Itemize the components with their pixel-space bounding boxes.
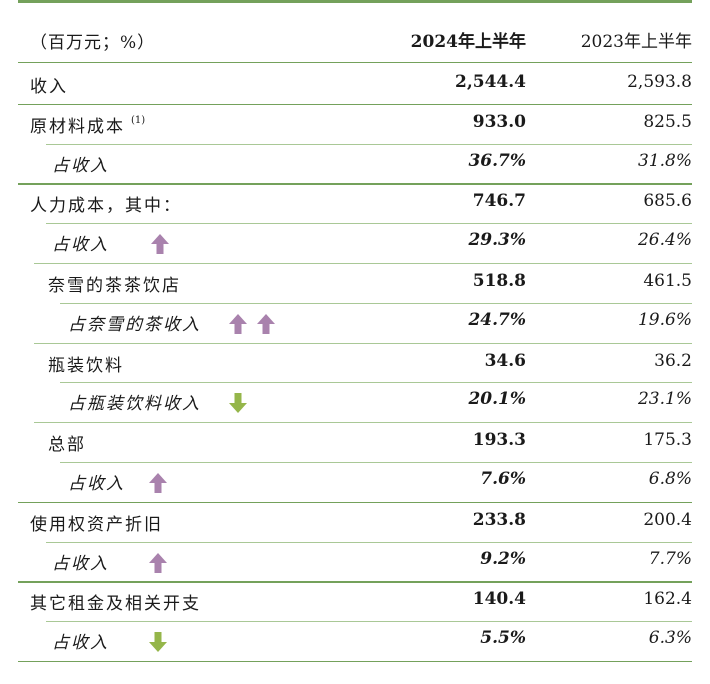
row-label: 占收入 <box>52 155 109 176</box>
row-label: 瓶装饮料 <box>48 355 124 376</box>
arrow-up-icon <box>229 313 247 334</box>
row-rou-depreciation: 使用权资产折旧 233.8 200.4 <box>18 502 692 542</box>
row-bottled-pct: 占瓶装饮料收入 20.1% 23.1% <box>18 382 692 422</box>
row-naixue-pct: 占奈雪的茶收入 24.7% 19.6% <box>18 303 692 343</box>
row-rou-pct: 占收入 9.2% 7.7% <box>18 542 692 582</box>
row-rule <box>18 103 692 106</box>
row-label: 人力成本，其中： <box>30 196 182 217</box>
value-2023: 6.8% <box>648 469 692 489</box>
row-headquarters-pct: 占收入 7.6% 6.8% <box>18 462 692 502</box>
row-rule <box>18 183 692 185</box>
value-2024: 36.7% <box>468 150 526 171</box>
row-label: 占收入 <box>52 235 109 256</box>
value-2023: 175.3 <box>643 430 692 451</box>
row-label: 使用权资产折旧 <box>30 514 163 535</box>
row-rule <box>60 462 692 464</box>
value-2024: 34.6 <box>484 350 526 371</box>
value-2023: 162.4 <box>643 589 692 610</box>
row-bottled-drinks: 瓶装饮料 34.6 36.2 <box>18 343 692 383</box>
value-2023: 36.2 <box>654 350 692 371</box>
unit-label: （百万元；%） <box>30 33 156 53</box>
value-2023: 31.8% <box>637 150 692 171</box>
value-2024: 7.6% <box>480 469 526 489</box>
value-2023: 2,593.8 <box>627 72 692 92</box>
value-2024: 233.8 <box>472 509 526 530</box>
value-2024: 9.2% <box>480 548 526 569</box>
value-2024: 933.0 <box>472 111 526 132</box>
arrow-up-icon <box>257 313 275 334</box>
row-rule <box>18 501 692 504</box>
trend-arrows <box>148 631 168 653</box>
row-label: 占收入 <box>68 474 125 494</box>
row-labor-pct: 占收入 29.3% 26.4% <box>18 223 692 263</box>
row-label: 总部 <box>48 435 86 456</box>
col-2024-h1-header: 2024年上半年 <box>410 32 526 52</box>
row-headquarters: 总部 193.3 175.3 <box>18 422 692 462</box>
trend-arrows <box>150 233 170 255</box>
value-2023: 23.1% <box>637 389 692 410</box>
cost-table: （百万元；%） 2024年上半年 2023年上半年 收入 2,544.4 2,5… <box>18 0 692 663</box>
row-rule <box>46 223 692 225</box>
arrow-down-icon <box>229 393 247 414</box>
value-2024: 29.3% <box>468 230 526 251</box>
trend-arrows <box>228 313 276 335</box>
row-rule <box>18 581 692 583</box>
value-2024: 24.7% <box>468 309 526 330</box>
table-header: （百万元；%） 2024年上半年 2023年上半年 <box>18 0 692 64</box>
value-2023: 19.6% <box>637 309 692 330</box>
value-2024: 5.5% <box>480 628 526 649</box>
table-top-rule <box>18 0 692 3</box>
row-rule <box>46 541 692 543</box>
row-label: 占收入 <box>52 553 109 574</box>
row-other-rent-pct: 占收入 5.5% 6.3% <box>18 621 692 661</box>
row-label: 占收入 <box>52 633 109 654</box>
row-rule <box>46 143 692 145</box>
row-raw-material-cost: 原材料成本 (1) 933.0 825.5 <box>18 104 692 144</box>
row-label: 原材料成本 (1) <box>30 115 146 137</box>
row-rule <box>34 342 692 344</box>
row-label: 收入 <box>30 77 68 97</box>
arrow-up-icon <box>151 234 169 255</box>
trend-arrows <box>228 392 248 414</box>
value-2023: 6.3% <box>648 628 692 649</box>
trend-arrows <box>148 552 168 574</box>
footnote-marker: (1) <box>131 115 146 127</box>
row-rule <box>46 621 692 623</box>
value-2024: 20.1% <box>468 389 526 410</box>
row-raw-material-pct: 占收入 36.7% 31.8% <box>18 144 692 184</box>
row-label: 占奈雪的茶收入 <box>68 314 201 335</box>
arrow-up-icon <box>149 473 167 493</box>
value-2024: 518.8 <box>472 271 526 291</box>
value-2023: 200.4 <box>643 509 692 530</box>
value-2024: 746.7 <box>472 191 526 212</box>
row-label: 奈雪的茶茶饮店 <box>48 276 181 296</box>
row-label: 其它租金及相关开支 <box>30 594 201 615</box>
row-naixue-stores: 奈雪的茶茶饮店 518.8 461.5 <box>18 263 692 303</box>
row-other-rent: 其它租金及相关开支 140.4 162.4 <box>18 581 692 621</box>
value-2024: 193.3 <box>472 430 526 451</box>
value-2024: 2,544.4 <box>455 72 526 92</box>
header-rule <box>18 62 692 64</box>
value-2023: 7.7% <box>648 548 692 569</box>
value-2023: 685.6 <box>643 191 692 212</box>
arrow-up-icon <box>149 552 167 573</box>
row-rule <box>34 422 692 424</box>
row-labor-cost: 人力成本，其中： 746.7 685.6 <box>18 183 692 223</box>
value-2023: 461.5 <box>643 271 692 291</box>
row-rule <box>34 263 692 265</box>
row-revenue: 收入 2,544.4 2,593.8 <box>18 64 692 104</box>
col-2023-h1-header: 2023年上半年 <box>580 32 692 52</box>
value-2023: 26.4% <box>637 230 692 251</box>
row-rule <box>60 302 692 304</box>
row-rule <box>60 382 692 384</box>
row-label: 占瓶装饮料收入 <box>68 394 201 415</box>
trend-arrows <box>148 472 168 494</box>
value-2023: 825.5 <box>643 111 692 132</box>
value-2024: 140.4 <box>472 589 526 610</box>
table-bottom-rule <box>18 661 692 663</box>
arrow-down-icon <box>149 632 167 653</box>
